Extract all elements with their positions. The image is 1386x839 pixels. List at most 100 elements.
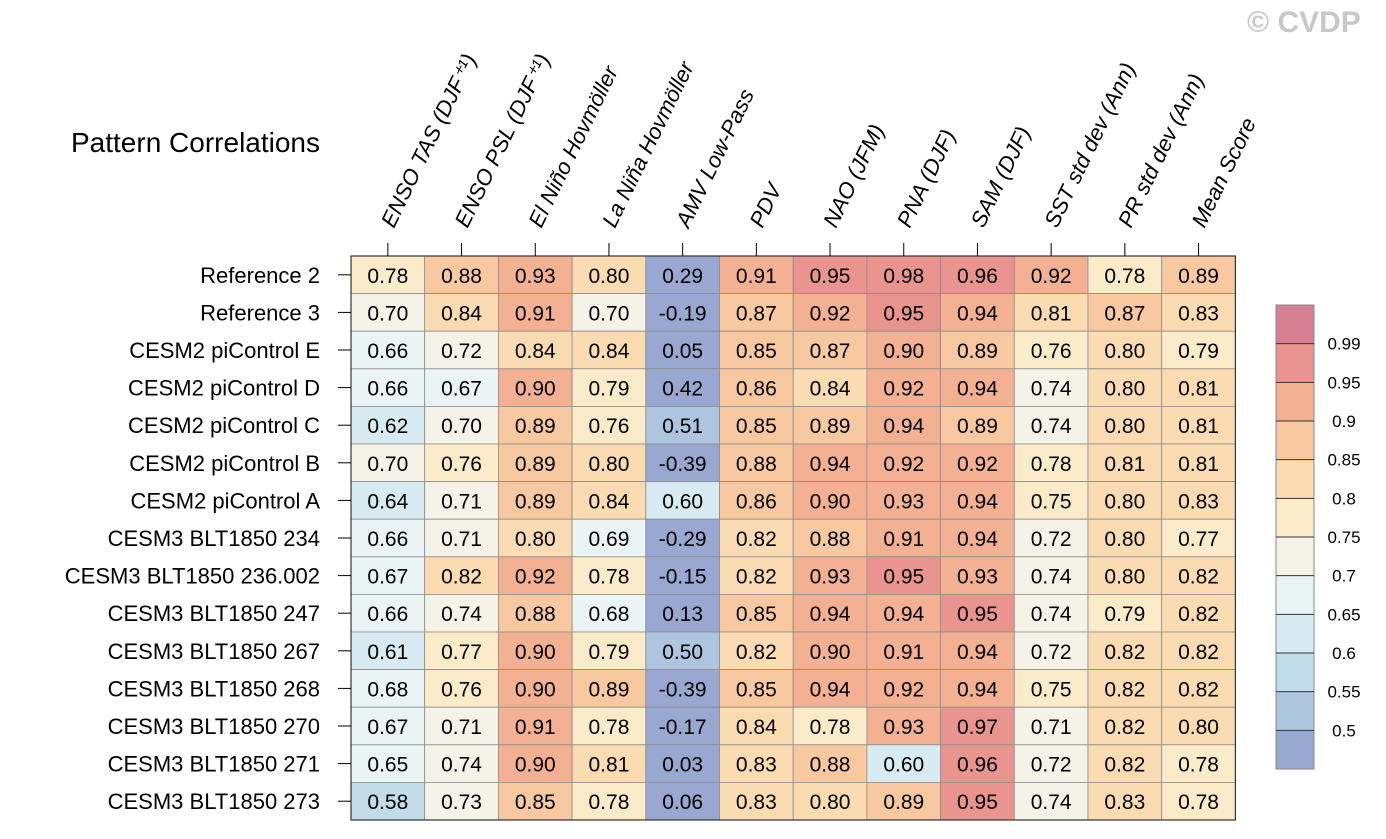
heatmap-cell (645, 706, 720, 746)
cell-value-label: 0.82 (441, 566, 482, 589)
cell-value-label: 0.78 (1104, 265, 1145, 288)
row-label: CESM2 piControl C (128, 413, 320, 438)
colorbar-bin (1276, 305, 1314, 344)
row-label: Reference 2 (200, 263, 320, 288)
cell-value-label: 0.67 (367, 716, 408, 739)
cell-value-label: 0.88 (810, 528, 851, 551)
colorbar-bin (1276, 537, 1314, 576)
cell-value-label: 0.80 (1178, 716, 1219, 739)
cell-value-label: 0.74 (1031, 378, 1072, 401)
cell-value-label: 0.80 (1104, 566, 1145, 589)
cell-value-label: 0.03 (662, 754, 703, 777)
cell-value-label: 0.79 (1104, 603, 1145, 626)
row-label: CESM2 piControl A (130, 488, 320, 513)
cell-value-label: 0.84 (736, 716, 777, 739)
cell-value-label: 0.88 (736, 453, 777, 476)
cell-value-label: 0.05 (662, 340, 703, 363)
heatmap-cell (571, 706, 647, 746)
cell-value-label: 0.94 (957, 378, 998, 401)
cell-value-label: 0.78 (589, 566, 630, 589)
heatmap-cell (792, 669, 868, 708)
cell-value-label: 0.66 (367, 378, 408, 401)
heatmap-cell (350, 293, 426, 332)
colorbar-tick-label: 0.5 (1332, 721, 1356, 740)
cell-value-label: 0.70 (441, 415, 482, 438)
row-label: CESM2 piControl B (129, 451, 320, 476)
cell-value-label: 0.66 (367, 528, 408, 551)
cell-value-label: 0.80 (1104, 528, 1145, 551)
cell-value-label: 0.89 (957, 415, 998, 438)
cell-value-label: 0.92 (883, 453, 924, 476)
cell-value-label: 0.72 (1031, 641, 1072, 664)
cell-value-label: 0.97 (957, 716, 998, 739)
cell-value-label: 0.94 (957, 528, 998, 551)
cell-value-label: 0.66 (367, 603, 408, 626)
cell-value-label: 0.81 (1104, 453, 1145, 476)
heatmap-cell (350, 631, 426, 670)
colorbar-bin (1276, 421, 1314, 460)
cell-value-label: 0.95 (883, 302, 924, 325)
colorbar-bin (1276, 343, 1314, 383)
heatmap-cell (645, 255, 720, 294)
cell-value-label: 0.90 (810, 641, 851, 664)
heatmap-cell (940, 405, 1015, 445)
cell-value-label: 0.82 (736, 566, 777, 589)
heatmap-cell (571, 594, 647, 633)
heatmap-cell (1161, 518, 1236, 558)
heatmap-cell (1161, 330, 1236, 370)
cell-value-label: 0.94 (957, 490, 998, 513)
heatmap-cell (1161, 255, 1236, 294)
heatmap-cell (571, 481, 647, 520)
colorbar-tick-label: 0.99 (1327, 335, 1360, 354)
heatmap-cell (1013, 631, 1089, 670)
heatmap-cell (1087, 330, 1163, 370)
cell-value-label: 0.95 (810, 265, 851, 288)
cell-value-label: 0.77 (441, 641, 482, 664)
row-label: CESM3 BLT1850 273 (108, 789, 320, 814)
heatmap-cell (792, 631, 868, 670)
cell-value-label: 0.79 (589, 641, 630, 664)
heatmap-cell (424, 518, 499, 558)
heatmap-cell (940, 631, 1015, 670)
cell-value-label: 0.78 (1178, 791, 1219, 814)
heatmap-cell (1013, 744, 1089, 783)
cell-value-label: 0.60 (662, 490, 703, 513)
heatmap-cell (497, 481, 573, 520)
heatmap-cell (571, 368, 647, 407)
cell-value-label: 0.91 (883, 528, 924, 551)
cell-value-label: 0.91 (515, 716, 556, 739)
cell-value-label: -0.15 (659, 566, 707, 589)
heatmap-cell (1013, 594, 1089, 633)
heatmap-cell (719, 405, 794, 445)
cell-value-label: 0.87 (1104, 302, 1145, 325)
cell-value-label: 0.06 (662, 791, 703, 814)
cell-value-label: 0.88 (515, 603, 556, 626)
cell-value-label: 0.94 (810, 453, 851, 476)
heatmap-cell (1161, 481, 1236, 520)
cell-value-label: 0.95 (883, 566, 924, 589)
heatmap-cell (940, 782, 1015, 821)
cell-value-label: -0.39 (659, 453, 707, 476)
heatmap-cell (424, 706, 499, 746)
heatmap-cell (424, 594, 499, 633)
colorbar-bin (1276, 382, 1314, 421)
cell-value-label: 0.95 (957, 791, 998, 814)
heatmap-cell (1161, 405, 1236, 445)
cell-value-label: 0.75 (1031, 490, 1072, 513)
heatmap-cell (645, 631, 720, 670)
cell-value-label: 0.79 (1178, 340, 1219, 363)
cell-value-label: 0.80 (1104, 340, 1145, 363)
heatmap-cell (792, 594, 868, 633)
cell-value-label: 0.66 (367, 340, 408, 363)
heatmap-cell (424, 443, 499, 482)
heatmap-cell (719, 669, 794, 708)
cell-value-label: 0.92 (957, 453, 998, 476)
cell-value-label: 0.88 (810, 754, 851, 777)
cell-value-label: 0.82 (1178, 641, 1219, 664)
cell-value-label: 0.78 (1031, 453, 1072, 476)
heatmap-cell (350, 443, 426, 482)
cell-value-label: 0.86 (736, 378, 777, 401)
heatmap-cell (940, 368, 1015, 407)
cell-value-label: 0.93 (957, 566, 998, 589)
